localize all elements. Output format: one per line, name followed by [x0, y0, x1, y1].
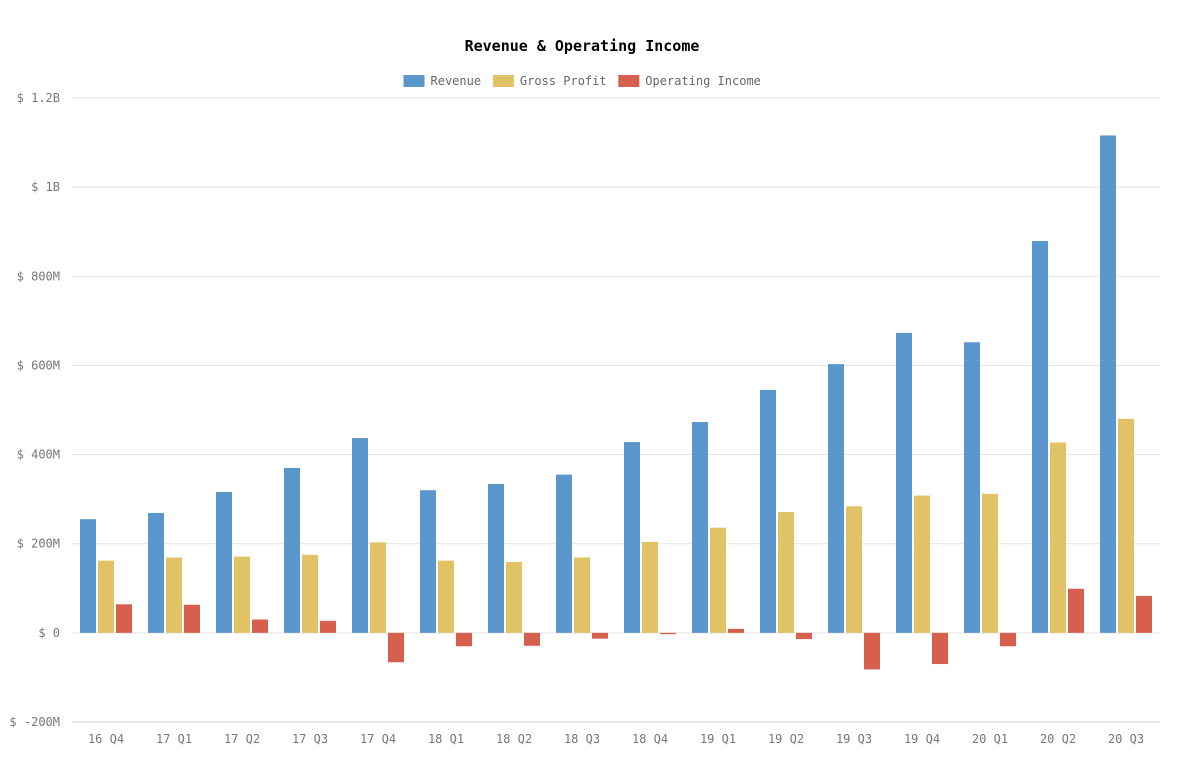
bar-gross-profit[interactable] [710, 527, 726, 633]
bar-gross-profit[interactable] [506, 561, 522, 633]
bar-gross-profit[interactable] [438, 560, 454, 633]
bar-operating-income[interactable] [1000, 632, 1016, 647]
bar-operating-income[interactable] [728, 628, 744, 633]
legend[interactable]: Revenue Gross Profit Operating Income [403, 74, 761, 88]
bar-operating-income[interactable] [932, 632, 948, 665]
y-tick-label: $ 600M [17, 358, 60, 372]
bar-revenue[interactable] [284, 467, 300, 633]
legend-item-revenue[interactable]: Revenue [403, 74, 482, 88]
legend-item-gross-profit[interactable]: Gross Profit [492, 74, 607, 88]
x-tick-label: 16 Q4 [88, 732, 124, 746]
legend-label: Operating Income [645, 74, 761, 88]
x-tick-label: 17 Q4 [360, 732, 396, 746]
x-tick-label: 19 Q4 [904, 732, 940, 746]
bar-operating-income[interactable] [660, 632, 676, 635]
bar-revenue[interactable] [760, 389, 776, 633]
x-tick-label: 20 Q2 [1040, 732, 1076, 746]
x-tick-label: 17 Q1 [156, 732, 192, 746]
bar-revenue[interactable] [556, 474, 572, 633]
legend-label: Gross Profit [520, 74, 607, 88]
x-tick-label: 19 Q1 [700, 732, 736, 746]
legend-swatch [492, 75, 514, 87]
x-axis: 16 Q4 17 Q1 17 Q2 17 Q3 17 Q4 18 Q1 18 Q2 18 Q3… [88, 732, 1144, 746]
bar-revenue[interactable] [1032, 241, 1048, 633]
bar-operating-income[interactable] [388, 632, 404, 663]
bar-gross-profit[interactable] [302, 554, 318, 633]
bar-gross-profit[interactable] [234, 556, 250, 633]
bar-gross-profit[interactable] [778, 512, 794, 633]
bar-gross-profit[interactable] [642, 541, 658, 633]
y-tick-label: $ 0 [38, 626, 60, 640]
bar-revenue[interactable] [692, 422, 708, 633]
bar-gross-profit[interactable] [574, 557, 590, 633]
bar-revenue[interactable] [216, 492, 232, 633]
bar-gross-profit[interactable] [1118, 418, 1134, 633]
bar-operating-income[interactable] [320, 620, 336, 633]
bar-operating-income[interactable] [1136, 595, 1152, 633]
bar-operating-income[interactable] [116, 604, 132, 633]
x-tick-label: 18 Q2 [496, 732, 532, 746]
bar-operating-income[interactable] [796, 632, 812, 640]
x-tick-label: 20 Q3 [1108, 732, 1144, 746]
bar-gross-profit[interactable] [1050, 442, 1066, 633]
bar-operating-income[interactable] [592, 632, 608, 639]
bar-operating-income[interactable] [184, 604, 200, 633]
bar-operating-income[interactable] [252, 619, 268, 633]
bar-revenue[interactable] [488, 483, 504, 633]
bar-operating-income[interactable] [864, 632, 880, 670]
bar-revenue[interactable] [80, 519, 96, 633]
chart-title: Revenue & Operating Income [465, 37, 700, 55]
y-tick-label: $ 800M [17, 269, 60, 283]
bar-revenue[interactable] [1100, 135, 1116, 633]
bar-revenue[interactable] [828, 364, 844, 633]
legend-swatch [403, 75, 425, 87]
bar-revenue[interactable] [352, 438, 368, 633]
y-tick-label: $ 1B [31, 180, 60, 194]
x-tick-label: 18 Q1 [428, 732, 464, 746]
bar-gross-profit[interactable] [982, 493, 998, 633]
x-tick-label: 17 Q3 [292, 732, 328, 746]
bar-revenue[interactable] [624, 442, 640, 633]
bar-gross-profit[interactable] [166, 557, 182, 633]
x-tick-label: 20 Q1 [972, 732, 1008, 746]
legend-item-operating-income[interactable]: Operating Income [618, 74, 761, 88]
x-tick-label: 17 Q2 [224, 732, 260, 746]
bars [80, 135, 1152, 670]
bar-gross-profit[interactable] [914, 495, 930, 633]
bar-revenue[interactable] [148, 512, 164, 633]
bar-operating-income[interactable] [456, 632, 472, 647]
y-tick-label: $ 200M [17, 537, 60, 551]
x-tick-label: 18 Q3 [564, 732, 600, 746]
bar-operating-income[interactable] [524, 632, 540, 646]
bar-operating-income[interactable] [1068, 588, 1084, 633]
legend-label: Revenue [431, 74, 482, 88]
y-tick-label: $ 400M [17, 448, 60, 462]
bar-revenue[interactable] [420, 490, 436, 633]
bar-revenue[interactable] [964, 342, 980, 633]
bar-gross-profit[interactable] [846, 506, 862, 633]
x-tick-label: 19 Q3 [836, 732, 872, 746]
y-axis: $ -200M $ 0 $ 200M $ 400M $ 600M $ 800M $ 1B $ … [9, 91, 60, 729]
bar-gross-profit[interactable] [98, 560, 114, 633]
y-tick-label: $ 1.2B [17, 91, 60, 105]
bar-revenue[interactable] [896, 332, 912, 633]
y-tick-label: $ -200M [9, 715, 60, 729]
bar-gross-profit[interactable] [370, 542, 386, 633]
legend-swatch [618, 75, 640, 87]
x-tick-label: 19 Q2 [768, 732, 804, 746]
x-tick-label: 18 Q4 [632, 732, 668, 746]
